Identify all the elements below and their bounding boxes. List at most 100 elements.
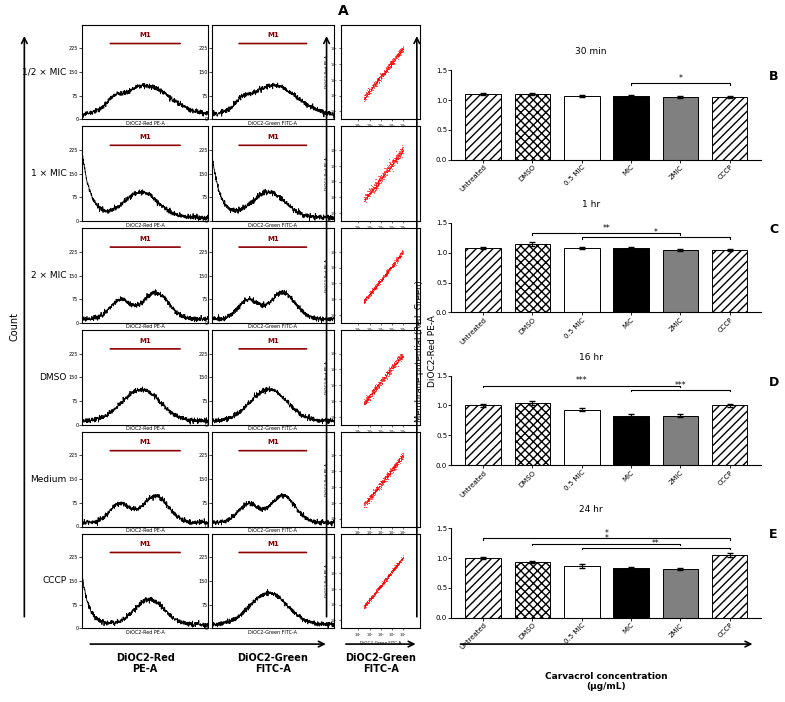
Point <box>358 296 371 307</box>
Point <box>391 560 403 571</box>
Point <box>371 483 383 494</box>
Point <box>389 361 401 372</box>
Point <box>384 56 396 67</box>
Point <box>394 47 407 58</box>
Point <box>381 468 393 479</box>
Point <box>362 495 374 506</box>
Point <box>374 378 386 389</box>
Point <box>360 393 373 404</box>
Point <box>382 570 394 581</box>
Point <box>358 603 371 614</box>
Point <box>369 183 382 194</box>
Bar <box>564 566 600 618</box>
Point <box>378 67 390 79</box>
Point <box>380 267 392 278</box>
Point <box>392 51 404 62</box>
Point <box>365 82 378 93</box>
Point <box>374 273 387 284</box>
Point <box>362 390 374 402</box>
Point <box>396 451 409 462</box>
Text: *: * <box>654 228 658 237</box>
Point <box>359 398 371 409</box>
Point <box>391 255 403 266</box>
Point <box>360 91 372 102</box>
Point <box>377 69 389 81</box>
Point <box>365 185 378 196</box>
Point <box>373 583 385 595</box>
Point <box>396 249 408 260</box>
Point <box>392 558 404 569</box>
Point <box>384 468 396 479</box>
Point <box>378 475 391 486</box>
Point <box>384 363 396 374</box>
Point <box>387 156 400 167</box>
Point <box>392 48 405 60</box>
Point <box>387 461 400 472</box>
Point <box>389 358 401 369</box>
Point <box>388 562 400 574</box>
Point <box>362 390 374 402</box>
Text: Carvacrol concentration
(µg/mL): Carvacrol concentration (µg/mL) <box>545 672 668 691</box>
Point <box>372 175 385 186</box>
Point <box>386 262 399 273</box>
Point <box>367 286 380 297</box>
Point <box>367 385 379 396</box>
Point <box>367 490 379 501</box>
Point <box>379 68 392 79</box>
Point <box>363 389 376 400</box>
Point <box>367 283 380 294</box>
Point <box>363 494 375 505</box>
Point <box>392 253 404 264</box>
Point <box>382 367 395 378</box>
Point <box>389 157 401 168</box>
Text: Membrane potential (Red: Green): Membrane potential (Red: Green) <box>415 280 425 422</box>
Point <box>395 350 407 361</box>
Point <box>370 278 382 289</box>
Point <box>396 451 408 462</box>
Point <box>374 76 387 87</box>
Point <box>373 482 385 493</box>
Point <box>376 476 389 487</box>
Point <box>371 279 384 291</box>
Point <box>379 270 392 281</box>
Point <box>373 481 385 492</box>
Point <box>363 187 375 199</box>
Point <box>363 286 376 297</box>
Point <box>396 452 408 463</box>
Point <box>362 494 374 505</box>
Point <box>373 277 385 288</box>
Point <box>395 353 407 364</box>
Point <box>368 77 381 88</box>
Point <box>366 386 378 397</box>
Point <box>360 295 373 306</box>
Point <box>370 485 382 496</box>
Point <box>373 76 385 87</box>
Point <box>386 158 399 169</box>
Point <box>375 377 388 388</box>
Point <box>384 569 396 581</box>
Point <box>385 261 398 272</box>
Point <box>392 556 405 567</box>
Point <box>392 147 405 159</box>
Point <box>367 487 380 498</box>
Point <box>372 378 385 390</box>
Point <box>360 599 372 610</box>
Point <box>383 365 396 376</box>
Point <box>376 580 389 591</box>
Point <box>377 171 389 182</box>
Point <box>387 55 400 67</box>
Point <box>382 368 395 379</box>
Point <box>362 392 374 403</box>
Point <box>372 279 385 291</box>
Point <box>360 294 372 305</box>
Point <box>367 282 380 293</box>
Point <box>362 392 374 404</box>
Point <box>371 582 384 593</box>
Point <box>391 352 403 364</box>
Point <box>385 463 397 475</box>
Point <box>366 385 378 397</box>
Point <box>389 461 401 472</box>
Point <box>368 380 381 391</box>
Point <box>392 250 405 261</box>
Point <box>383 569 396 580</box>
